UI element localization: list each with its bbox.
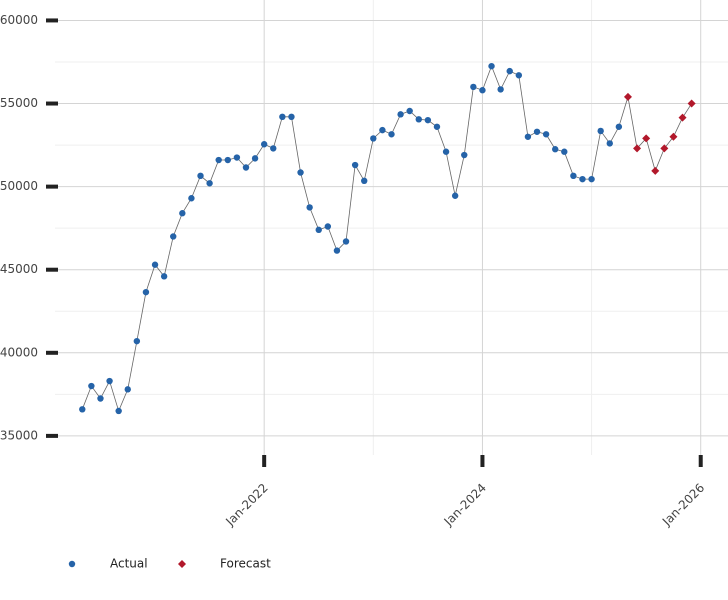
data-point [115,407,122,415]
x-tick-label: Jan-2024 [441,481,489,529]
data-point [623,92,632,101]
data-point [678,113,687,122]
data-point [206,180,213,187]
data-point [333,247,341,254]
data-point [406,107,413,115]
data-point [315,226,322,234]
data-point [488,62,495,70]
data-point [415,116,422,123]
series-line [81,65,620,413]
data-point [615,123,623,130]
data-point [588,175,595,183]
data-point [470,83,477,91]
legend-label: Actual [110,557,148,571]
legend-label: Forecast [220,557,271,571]
y-tick-label: 40000 [0,345,38,359]
data-point [687,99,696,108]
y-tick-label: 50000 [0,179,38,193]
data-point [606,140,613,147]
data-point [442,148,450,155]
x-tick-label: Jan-2022 [222,481,270,529]
data-point [270,145,277,152]
data-point [506,67,513,75]
legend-marker [178,560,186,568]
data-point [151,261,159,268]
data-point [660,144,669,153]
data-point [133,337,141,345]
y-tick-label: 45000 [0,262,38,276]
data-point [288,113,295,121]
data-point [370,135,377,142]
data-point [424,116,432,124]
data-point [124,386,131,393]
data-point [197,172,204,180]
data-point [579,175,586,183]
y-tick-label: 55000 [0,96,38,110]
data-point [251,155,259,162]
data-point [342,238,350,245]
data-point [552,146,559,153]
data-point [379,126,386,134]
data-point [188,195,195,202]
data-point [651,166,660,175]
data-point [361,177,368,185]
data-point [497,86,504,93]
data-point [233,154,241,161]
data-point [451,192,459,199]
series-line [627,96,692,173]
data-point [533,128,541,135]
data-point [324,223,332,230]
legend-marker [68,560,76,568]
data-point [561,148,568,155]
data-point [351,161,359,169]
data-point [669,132,678,141]
data-point [388,131,395,138]
data-point [279,113,286,121]
data-point [242,164,250,171]
data-point [297,169,304,176]
data-point [515,72,523,79]
data-point [88,382,95,390]
data-point [306,204,313,211]
data-point [142,288,150,296]
data-point [570,172,577,180]
x-tick-label: Jan-2026 [659,481,707,529]
data-point [479,87,486,94]
data-point [597,127,604,135]
data-point [524,133,532,140]
data-point [542,131,550,138]
data-point [79,406,86,413]
data-point [170,233,177,240]
data-point [179,210,186,217]
series-connector [618,96,629,127]
data-point [260,141,268,148]
data-point [224,156,231,164]
data-point [160,273,168,280]
y-tick-label: 35000 [0,428,38,442]
data-point [633,144,642,153]
y-tick-label: 60000 [0,13,38,27]
data-point [642,134,651,143]
data-point [397,111,404,118]
data-point [97,395,104,402]
data-point [461,151,468,159]
data-point [215,156,222,164]
data-point [106,377,113,385]
data-point [433,123,441,130]
